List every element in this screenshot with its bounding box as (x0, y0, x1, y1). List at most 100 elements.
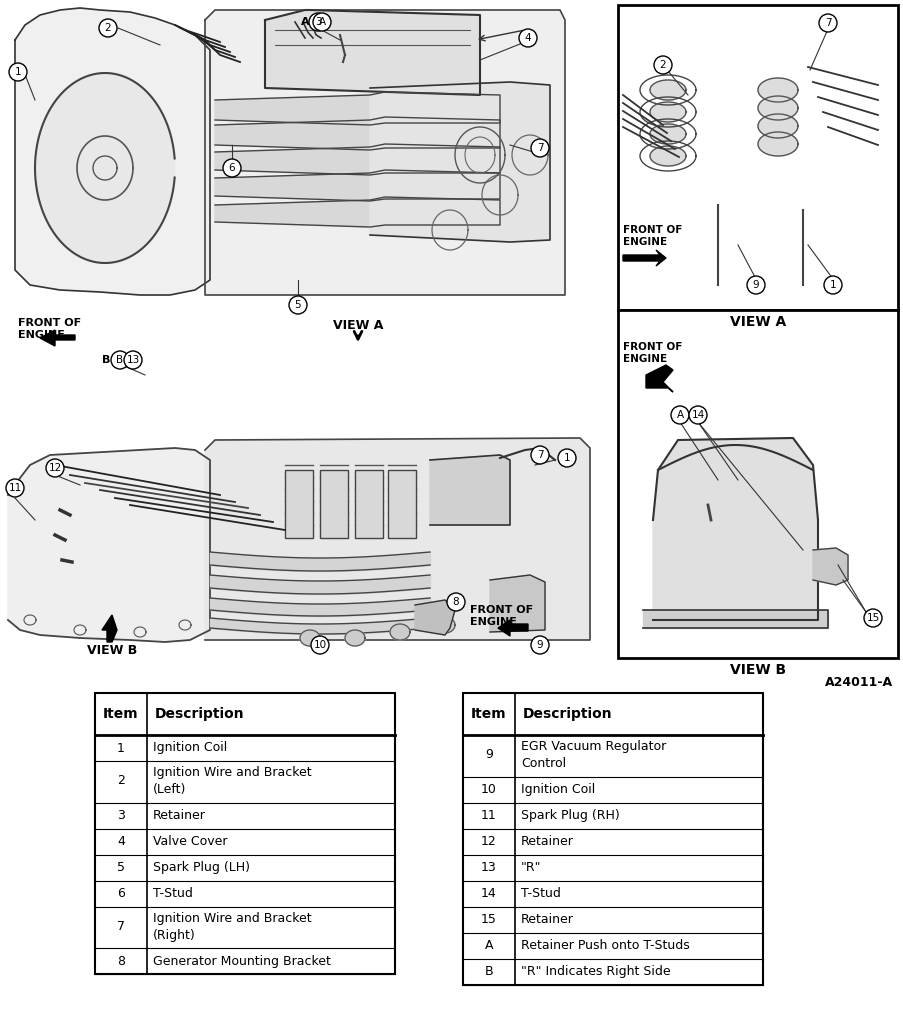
Circle shape (311, 636, 329, 654)
Text: Ignition Wire and Bracket
(Right): Ignition Wire and Bracket (Right) (153, 911, 312, 942)
Circle shape (6, 479, 24, 497)
Text: 13: 13 (126, 355, 139, 365)
Bar (618, 5, 897, 310)
Polygon shape (205, 438, 590, 640)
Text: 5: 5 (116, 861, 125, 874)
Text: VIEW A: VIEW A (332, 319, 383, 332)
Text: A24011-A: A24011-A (824, 676, 892, 689)
Polygon shape (265, 10, 479, 95)
Text: 2: 2 (105, 23, 111, 33)
Text: 11: 11 (8, 483, 22, 493)
Text: 1: 1 (563, 453, 570, 463)
Polygon shape (35, 73, 174, 263)
Text: 11: 11 (480, 809, 497, 822)
Text: Spark Plug (LH): Spark Plug (LH) (153, 861, 250, 874)
Text: 3: 3 (314, 17, 321, 27)
Bar (0, 0, 903, 660)
Circle shape (223, 159, 241, 177)
Text: 4: 4 (524, 33, 531, 43)
Text: Valve Cover: Valve Cover (153, 836, 228, 848)
Text: Ignition Coil: Ignition Coil (153, 741, 227, 755)
Text: FRONT OF
ENGINE: FRONT OF ENGINE (470, 605, 533, 627)
Polygon shape (758, 78, 797, 102)
Text: 15: 15 (865, 613, 879, 623)
Text: Item: Item (103, 707, 139, 721)
Text: FRONT OF
ENGINE: FRONT OF ENGINE (622, 225, 682, 247)
Text: Ignition Coil: Ignition Coil (520, 783, 594, 796)
Text: 13: 13 (480, 861, 497, 874)
Text: Retainer: Retainer (153, 809, 206, 822)
Text: 7: 7 (824, 18, 831, 28)
Text: 7: 7 (536, 143, 543, 153)
Polygon shape (300, 630, 320, 646)
Text: 5: 5 (294, 300, 301, 310)
Polygon shape (498, 620, 527, 636)
Circle shape (289, 296, 307, 314)
Text: 6: 6 (116, 887, 125, 900)
Text: 14: 14 (691, 410, 703, 420)
Circle shape (446, 593, 464, 611)
Polygon shape (215, 170, 499, 201)
Polygon shape (812, 548, 847, 585)
Text: 2: 2 (659, 60, 666, 70)
Polygon shape (215, 117, 499, 150)
Text: T-Stud: T-Stud (153, 887, 192, 900)
Polygon shape (345, 630, 365, 646)
Polygon shape (434, 617, 454, 633)
Text: FRONT OF
ENGINE: FRONT OF ENGINE (622, 342, 682, 364)
Polygon shape (8, 449, 209, 642)
Polygon shape (215, 144, 499, 175)
Circle shape (530, 139, 548, 157)
Polygon shape (102, 615, 116, 642)
Text: 9: 9 (536, 640, 543, 650)
Text: 7: 7 (116, 921, 125, 933)
Text: 6: 6 (228, 163, 235, 173)
Text: FRONT OF
ENGINE: FRONT OF ENGINE (18, 318, 81, 340)
Text: Description: Description (523, 707, 612, 721)
Text: VIEW B: VIEW B (87, 644, 137, 657)
Polygon shape (430, 455, 509, 525)
Circle shape (557, 449, 575, 467)
Text: 1: 1 (829, 280, 835, 290)
Polygon shape (205, 10, 564, 295)
Text: 12: 12 (480, 836, 497, 848)
Text: Item: Item (470, 707, 507, 721)
Circle shape (9, 63, 27, 81)
Circle shape (530, 636, 548, 654)
Text: 10: 10 (480, 783, 497, 796)
Circle shape (653, 56, 671, 74)
Text: 12: 12 (49, 463, 61, 473)
Text: A: A (484, 939, 493, 952)
Text: T-Stud: T-Stud (520, 887, 560, 900)
Text: 2: 2 (116, 774, 125, 787)
Polygon shape (758, 96, 797, 120)
Polygon shape (758, 132, 797, 156)
Text: 4: 4 (116, 836, 125, 848)
Circle shape (309, 13, 327, 31)
Text: A: A (318, 17, 325, 27)
Text: 14: 14 (480, 887, 497, 900)
Text: "R" Indicates Right Side: "R" Indicates Right Side (520, 965, 670, 978)
Text: Spark Plug (RH): Spark Plug (RH) (520, 809, 619, 822)
Bar (320, 470, 348, 538)
Polygon shape (369, 82, 549, 242)
Text: 1: 1 (116, 741, 125, 755)
Text: B: B (116, 355, 124, 365)
Text: 9: 9 (752, 280, 759, 290)
Polygon shape (15, 8, 209, 295)
Text: VIEW B: VIEW B (729, 663, 786, 677)
Polygon shape (622, 250, 666, 266)
Bar (618, 310, 897, 658)
Text: Retainer: Retainer (520, 913, 573, 926)
Text: 8: 8 (116, 954, 125, 968)
Circle shape (124, 351, 142, 369)
Circle shape (688, 406, 706, 424)
Text: A: A (675, 410, 683, 420)
Text: A: A (301, 17, 310, 27)
Polygon shape (646, 365, 672, 392)
Circle shape (46, 459, 64, 477)
Polygon shape (215, 92, 499, 125)
Polygon shape (489, 575, 545, 632)
Polygon shape (389, 624, 410, 640)
Text: VIEW A: VIEW A (729, 315, 786, 329)
